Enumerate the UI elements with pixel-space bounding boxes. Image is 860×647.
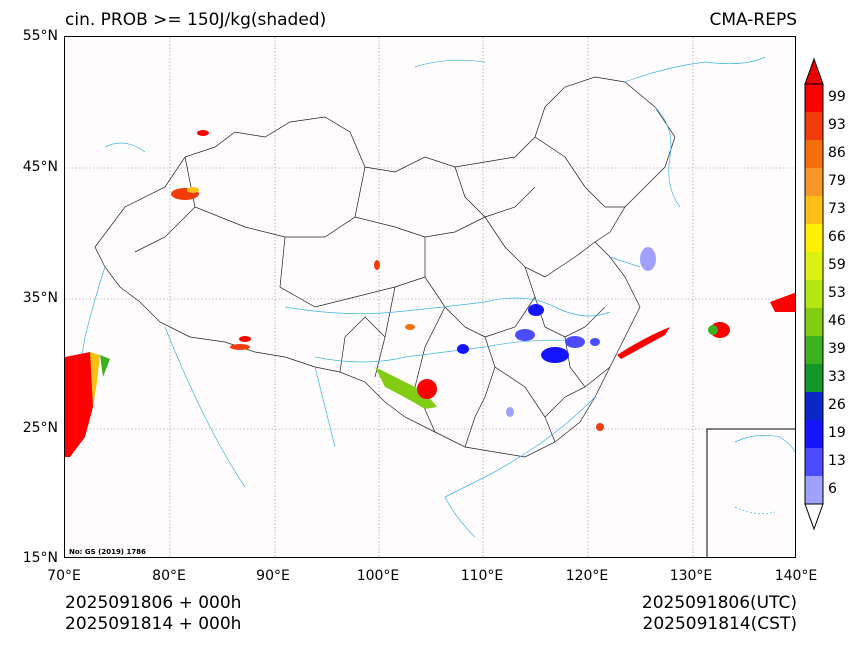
colorbar-segment [805, 168, 823, 196]
lon-label-90: 90°E [256, 568, 290, 584]
probability-shading [65, 130, 795, 457]
colorbar-label: 79 [828, 173, 846, 189]
map-title: cin. PROB >= 150J/kg(shaded) [65, 10, 327, 30]
lon-label-80: 80°E [152, 568, 186, 584]
colorbar-segment [805, 364, 823, 392]
valid-time-utc: 2025091806(UTC) [641, 593, 797, 613]
run-time-utc: 2025091806 + 000h [65, 593, 242, 613]
colorbar-label: 59 [828, 257, 846, 273]
colorbar-label: 26 [828, 397, 846, 413]
colorbar-segment [805, 252, 823, 280]
colorbar-label: 39 [828, 341, 846, 357]
colorbar-segment [805, 476, 823, 504]
colorbar-lower-triangle [804, 503, 824, 531]
colorbar-label: 73 [828, 201, 846, 217]
colorbar-segment [805, 280, 823, 308]
colorbar-label: 93 [828, 117, 846, 133]
colorbar-label: 66 [828, 229, 846, 245]
run-time-cst: 2025091814 + 000h [65, 614, 242, 634]
colorbar-segment [805, 84, 823, 112]
lat-label-25: 25°N [22, 420, 58, 436]
colorbar-segment [805, 308, 823, 336]
colorbar-label: 53 [828, 285, 846, 301]
colorbar-segment [805, 448, 823, 476]
south-china-sea-inset [706, 428, 795, 557]
lon-label-120: 120°E [565, 568, 609, 584]
colorbar-label: 19 [828, 425, 846, 441]
colorbar-label: 33 [828, 369, 846, 385]
colorbar-segment [805, 112, 823, 140]
run-time-block: 2025091806 + 000h 2025091814 + 000h [65, 593, 241, 635]
colorbar-label: 6 [828, 481, 837, 497]
lat-label-45: 45°N [22, 159, 58, 175]
lat-label-35: 35°N [22, 290, 58, 306]
colorbar [804, 57, 824, 531]
colorbar-label: 99 [828, 89, 846, 105]
map-approval-number: No: GS (2019) 1786 [69, 548, 146, 556]
province-boundaries [94, 76, 676, 458]
lon-label-110: 110°E [460, 568, 504, 584]
colorbar-segment [805, 140, 823, 168]
lat-label-55: 55°N [22, 28, 58, 44]
colorbar-segment [805, 196, 823, 224]
colorbar-segment [805, 392, 823, 420]
lon-label-70: 70°E [47, 568, 81, 584]
lon-label-140: 140°E [774, 568, 818, 584]
colorbar-label: 46 [828, 313, 846, 329]
colorbar-segment [805, 420, 823, 448]
colorbar-label: 86 [828, 145, 846, 161]
colorbar-upper-triangle [804, 57, 824, 85]
colorbar-segment [805, 336, 823, 364]
colorbar-label: 13 [828, 453, 846, 469]
valid-time-cst: 2025091814(CST) [642, 614, 797, 634]
model-name: CMA-REPS [709, 10, 797, 30]
gridlines [65, 37, 795, 557]
map-canvas [65, 37, 795, 557]
lat-label-15: 15°N [22, 550, 58, 566]
valid-time-block: 2025091806(UTC) 2025091814(CST) [642, 593, 797, 635]
map-panel: No: GS (2019) 1786 [64, 36, 796, 558]
lon-label-130: 130°E [669, 568, 713, 584]
colorbar-segment [805, 224, 823, 252]
lon-label-100: 100°E [356, 568, 400, 584]
rivers-coastlines [74, 56, 766, 538]
